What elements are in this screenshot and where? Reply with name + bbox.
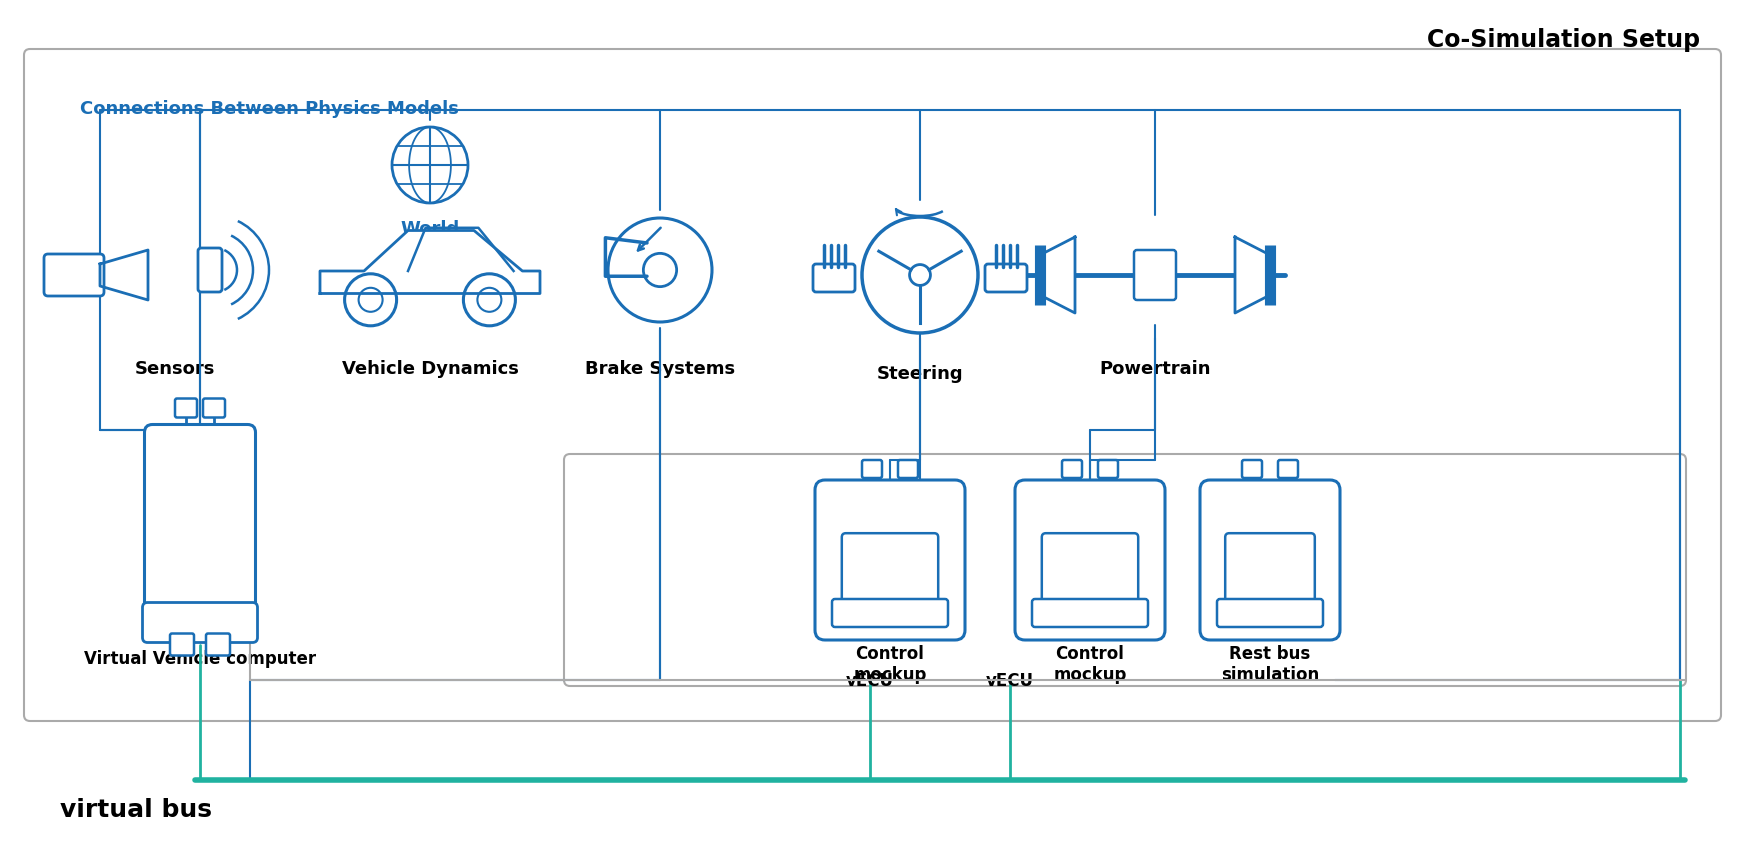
Text: virtual bus: virtual bus xyxy=(60,798,212,822)
Polygon shape xyxy=(100,250,147,300)
FancyBboxPatch shape xyxy=(170,634,195,656)
Text: Co-Simulation Setup: Co-Simulation Setup xyxy=(1426,28,1700,52)
Circle shape xyxy=(609,218,712,322)
Text: Control
mockup: Control mockup xyxy=(852,645,926,684)
FancyBboxPatch shape xyxy=(842,534,938,603)
FancyBboxPatch shape xyxy=(1098,460,1117,478)
FancyBboxPatch shape xyxy=(1226,534,1316,603)
Text: Brake Systems: Brake Systems xyxy=(584,360,735,378)
Polygon shape xyxy=(319,230,540,294)
FancyBboxPatch shape xyxy=(203,398,225,418)
Text: Steering: Steering xyxy=(877,365,963,383)
FancyBboxPatch shape xyxy=(198,248,223,292)
FancyBboxPatch shape xyxy=(565,454,1686,686)
FancyBboxPatch shape xyxy=(142,602,258,643)
FancyBboxPatch shape xyxy=(1242,460,1261,478)
FancyBboxPatch shape xyxy=(986,264,1028,292)
Text: Sensors: Sensors xyxy=(135,360,216,378)
Circle shape xyxy=(344,274,396,326)
Circle shape xyxy=(358,288,382,312)
Circle shape xyxy=(644,253,677,286)
Circle shape xyxy=(910,264,930,285)
FancyBboxPatch shape xyxy=(1217,599,1323,627)
Circle shape xyxy=(861,217,979,333)
Text: World: World xyxy=(400,220,460,238)
FancyBboxPatch shape xyxy=(1042,534,1138,603)
FancyBboxPatch shape xyxy=(144,424,256,616)
FancyBboxPatch shape xyxy=(1135,250,1175,300)
Circle shape xyxy=(463,274,516,326)
FancyBboxPatch shape xyxy=(1200,480,1340,640)
Polygon shape xyxy=(1040,237,1075,313)
FancyBboxPatch shape xyxy=(1061,460,1082,478)
Polygon shape xyxy=(1235,237,1270,313)
FancyBboxPatch shape xyxy=(1031,599,1149,627)
FancyBboxPatch shape xyxy=(205,634,230,656)
Text: Control
mockup: Control mockup xyxy=(1054,645,1126,684)
Text: Rest bus
simulation: Rest bus simulation xyxy=(1221,645,1319,684)
FancyBboxPatch shape xyxy=(814,264,854,292)
Text: Powertrain: Powertrain xyxy=(1100,360,1210,378)
FancyBboxPatch shape xyxy=(175,398,196,418)
FancyBboxPatch shape xyxy=(44,254,103,296)
FancyBboxPatch shape xyxy=(816,480,965,640)
Text: vECU: vECU xyxy=(845,672,895,690)
FancyBboxPatch shape xyxy=(1279,460,1298,478)
Text: Virtual Vehicle computer: Virtual Vehicle computer xyxy=(84,650,316,668)
Text: vECU: vECU xyxy=(986,672,1035,690)
FancyBboxPatch shape xyxy=(25,49,1721,721)
FancyBboxPatch shape xyxy=(898,460,917,478)
Text: Connections Between Physics Models: Connections Between Physics Models xyxy=(81,100,460,118)
Text: Vehicle Dynamics: Vehicle Dynamics xyxy=(342,360,519,378)
FancyBboxPatch shape xyxy=(861,460,882,478)
FancyBboxPatch shape xyxy=(1016,480,1165,640)
Circle shape xyxy=(477,288,502,312)
FancyBboxPatch shape xyxy=(831,599,947,627)
